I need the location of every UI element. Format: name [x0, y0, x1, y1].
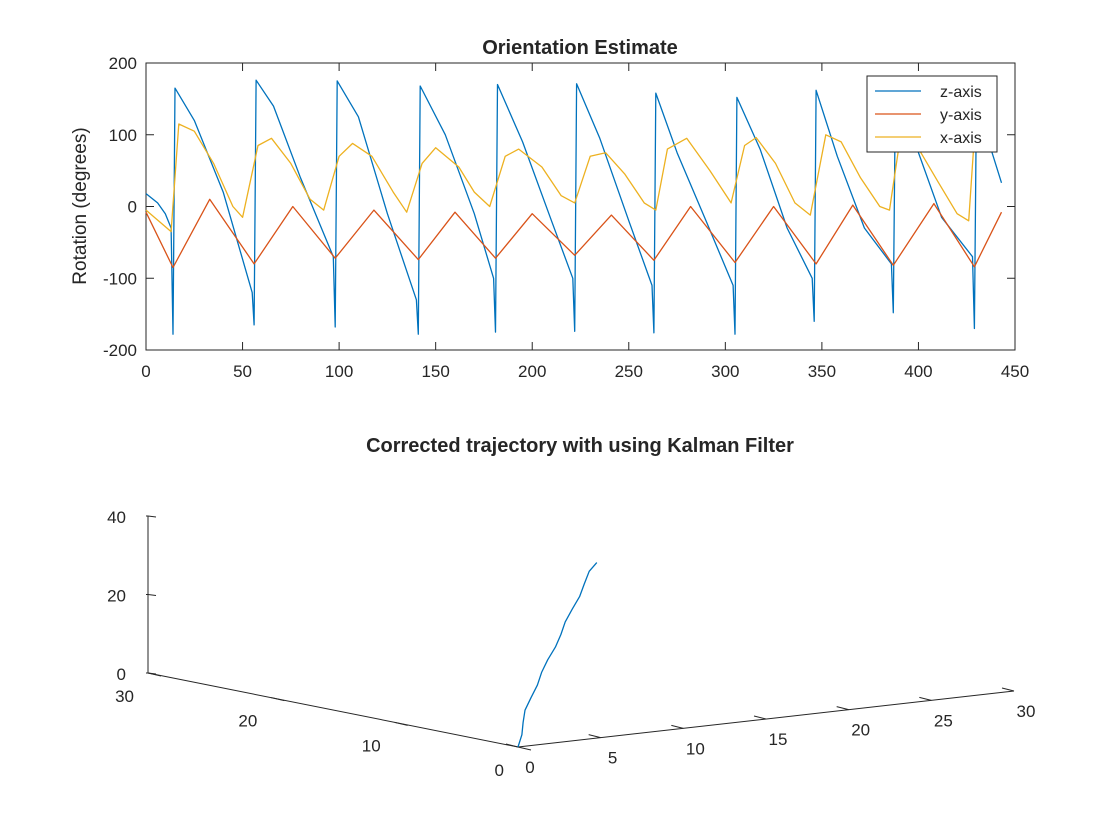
y-axis-label: Rotation (degrees): [70, 127, 91, 284]
orientation-plot: Orientation Estimate Rotation (degrees) …: [70, 37, 1029, 381]
x-tick-label: 15: [769, 730, 788, 749]
chart-title: Orientation Estimate: [482, 37, 678, 59]
y-tick-label: 30: [115, 687, 134, 706]
x-tick-mark: [1001, 687, 1015, 692]
x-tick-label: 450: [1001, 362, 1029, 381]
x-tick-label: 30: [1017, 702, 1036, 721]
x-tick-mark: [753, 715, 767, 720]
legend-label-z-axis: z-axis: [940, 84, 982, 101]
x-tick-mark: [671, 724, 684, 729]
series-line-y-axis: [145, 198, 1003, 269]
3d-axes: 0 5 10 15 20 25 30 0 10 20 30 0 20 40: [107, 508, 1035, 780]
series-line-x-axis: [145, 123, 976, 233]
x-tick-label: 25: [934, 711, 953, 730]
y-tick-label: 20: [238, 712, 257, 731]
trajectory-line: [517, 562, 598, 748]
series-line-z-axis: [145, 79, 1003, 335]
x-tick-label: 200: [518, 362, 546, 381]
x-tick-mark: [919, 696, 932, 701]
y-tick-label: 100: [109, 126, 137, 145]
trajectory-plot: Corrected trajectory with using Kalman F…: [107, 435, 1035, 780]
legend-label-y-axis: y-axis: [940, 107, 982, 124]
z-tick-label: 0: [117, 665, 126, 684]
y-tick-mark: [271, 697, 285, 702]
y-tick-label: 200: [109, 54, 137, 73]
x-tick-label: 0: [141, 362, 150, 381]
y-tick-label: -200: [103, 341, 137, 360]
x-tick-label: 0: [525, 758, 534, 777]
x-tick-label: 400: [904, 362, 932, 381]
x-tick-label: 5: [608, 749, 617, 768]
trajectory-line-0: [517, 562, 598, 748]
y-tick-mark: [394, 721, 408, 726]
chart-title-trajectory: Corrected trajectory with using Kalman F…: [366, 435, 794, 457]
z-tick-label: 20: [107, 587, 126, 606]
x-tick-mark: [588, 734, 601, 739]
y-tick-label: 0: [495, 761, 504, 780]
y-tick-label: 10: [362, 736, 381, 755]
legend: z-axis y-axis x-axis: [866, 75, 998, 153]
x-tick-label: 150: [421, 362, 449, 381]
x-tick-label: 50: [233, 362, 252, 381]
x-tick-label: 10: [686, 739, 705, 758]
x-tick-label: 100: [325, 362, 353, 381]
x-tick-label: 250: [615, 362, 643, 381]
y-tick-mark: [517, 746, 532, 751]
z-tick-mark-inner: [147, 515, 157, 518]
x-tick-mark: [505, 743, 519, 748]
y-tick-label: 0: [128, 198, 137, 217]
x-tick-label: 20: [851, 721, 870, 740]
x-tick-label: 350: [808, 362, 836, 381]
z-tick-label: 40: [107, 508, 126, 527]
z-tick-mark-inner: [147, 594, 157, 596]
y-tick-label: -100: [103, 269, 137, 288]
z-tick-mark-inner: [147, 672, 157, 675]
x-tick-mark: [836, 706, 849, 711]
legend-label-x-axis: x-axis: [940, 130, 982, 147]
series-lines: [145, 79, 1003, 335]
x-tick-label: 300: [711, 362, 739, 381]
y-ticks: 200 100 0 -100 -200: [103, 54, 1015, 360]
y-axis-line: [147, 672, 519, 748]
x-ticks: 0 50 100 150 200 250 300 350 400 450: [141, 63, 1029, 381]
